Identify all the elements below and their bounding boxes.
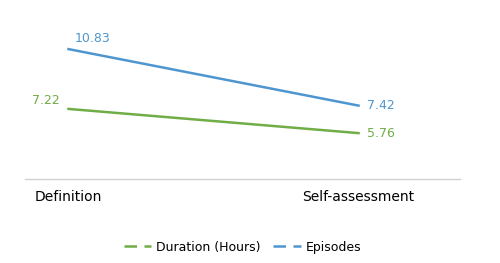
Text: 10.83: 10.83 [74, 32, 110, 45]
Text: 5.76: 5.76 [367, 127, 395, 140]
Text: 7.42: 7.42 [367, 99, 395, 112]
Text: 7.22: 7.22 [32, 94, 60, 107]
Legend: Duration (Hours), Episodes: Duration (Hours), Episodes [118, 236, 366, 259]
